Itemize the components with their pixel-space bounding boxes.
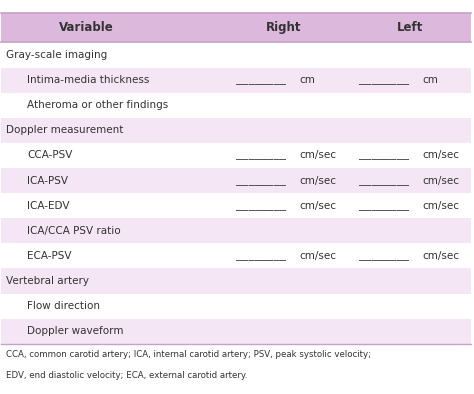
Text: cm/sec: cm/sec bbox=[422, 201, 459, 211]
Text: ICA-PSV: ICA-PSV bbox=[27, 176, 68, 186]
Text: Doppler measurement: Doppler measurement bbox=[6, 125, 123, 135]
Text: Intima-media thickness: Intima-media thickness bbox=[27, 75, 150, 85]
Bar bbox=[1, 243, 471, 268]
Bar bbox=[1, 118, 471, 143]
Text: ________: ________ bbox=[237, 176, 286, 186]
Text: ECA-PSV: ECA-PSV bbox=[27, 251, 72, 261]
Text: ICA/CCA PSV ratio: ICA/CCA PSV ratio bbox=[27, 226, 121, 236]
Text: ________: ________ bbox=[237, 75, 286, 85]
Text: cm/sec: cm/sec bbox=[300, 176, 337, 186]
Bar bbox=[1, 193, 471, 218]
Text: ________: ________ bbox=[237, 151, 286, 160]
Bar bbox=[1, 268, 471, 294]
Bar bbox=[1, 13, 471, 43]
Text: cm/sec: cm/sec bbox=[422, 251, 459, 261]
Text: cm/sec: cm/sec bbox=[300, 251, 337, 261]
Text: CCA, common carotid artery; ICA, internal carotid artery; PSV, peak systolic vel: CCA, common carotid artery; ICA, interna… bbox=[6, 349, 371, 359]
Text: ________: ________ bbox=[237, 251, 286, 261]
Text: Left: Left bbox=[397, 21, 423, 34]
Bar bbox=[1, 93, 471, 118]
Bar bbox=[1, 319, 471, 344]
Text: Gray-scale imaging: Gray-scale imaging bbox=[6, 50, 107, 60]
Text: Right: Right bbox=[265, 21, 301, 34]
Text: ICA-EDV: ICA-EDV bbox=[27, 201, 70, 211]
Text: ________: ________ bbox=[358, 251, 409, 261]
Bar bbox=[1, 143, 471, 168]
Text: cm: cm bbox=[422, 75, 438, 85]
Bar bbox=[1, 218, 471, 243]
Text: CCA-PSV: CCA-PSV bbox=[27, 151, 73, 160]
Text: cm/sec: cm/sec bbox=[422, 176, 459, 186]
Bar bbox=[1, 67, 471, 93]
Text: cm/sec: cm/sec bbox=[422, 151, 459, 160]
Text: ________: ________ bbox=[358, 201, 409, 211]
Text: EDV, end diastolic velocity; ECA, external carotid artery.: EDV, end diastolic velocity; ECA, extern… bbox=[6, 371, 247, 380]
Text: Vertebral artery: Vertebral artery bbox=[6, 276, 89, 286]
Text: ________: ________ bbox=[358, 151, 409, 160]
Text: cm/sec: cm/sec bbox=[300, 201, 337, 211]
Text: Flow direction: Flow direction bbox=[27, 301, 100, 311]
Text: Atheroma or other findings: Atheroma or other findings bbox=[27, 100, 168, 110]
Bar bbox=[1, 43, 471, 67]
Text: cm/sec: cm/sec bbox=[300, 151, 337, 160]
Text: Doppler waveform: Doppler waveform bbox=[27, 326, 124, 336]
Bar bbox=[1, 294, 471, 319]
Text: cm: cm bbox=[300, 75, 316, 85]
Text: ________: ________ bbox=[358, 176, 409, 186]
Text: Variable: Variable bbox=[59, 21, 113, 34]
Text: ________: ________ bbox=[358, 75, 409, 85]
Bar bbox=[1, 168, 471, 193]
Text: ________: ________ bbox=[237, 201, 286, 211]
